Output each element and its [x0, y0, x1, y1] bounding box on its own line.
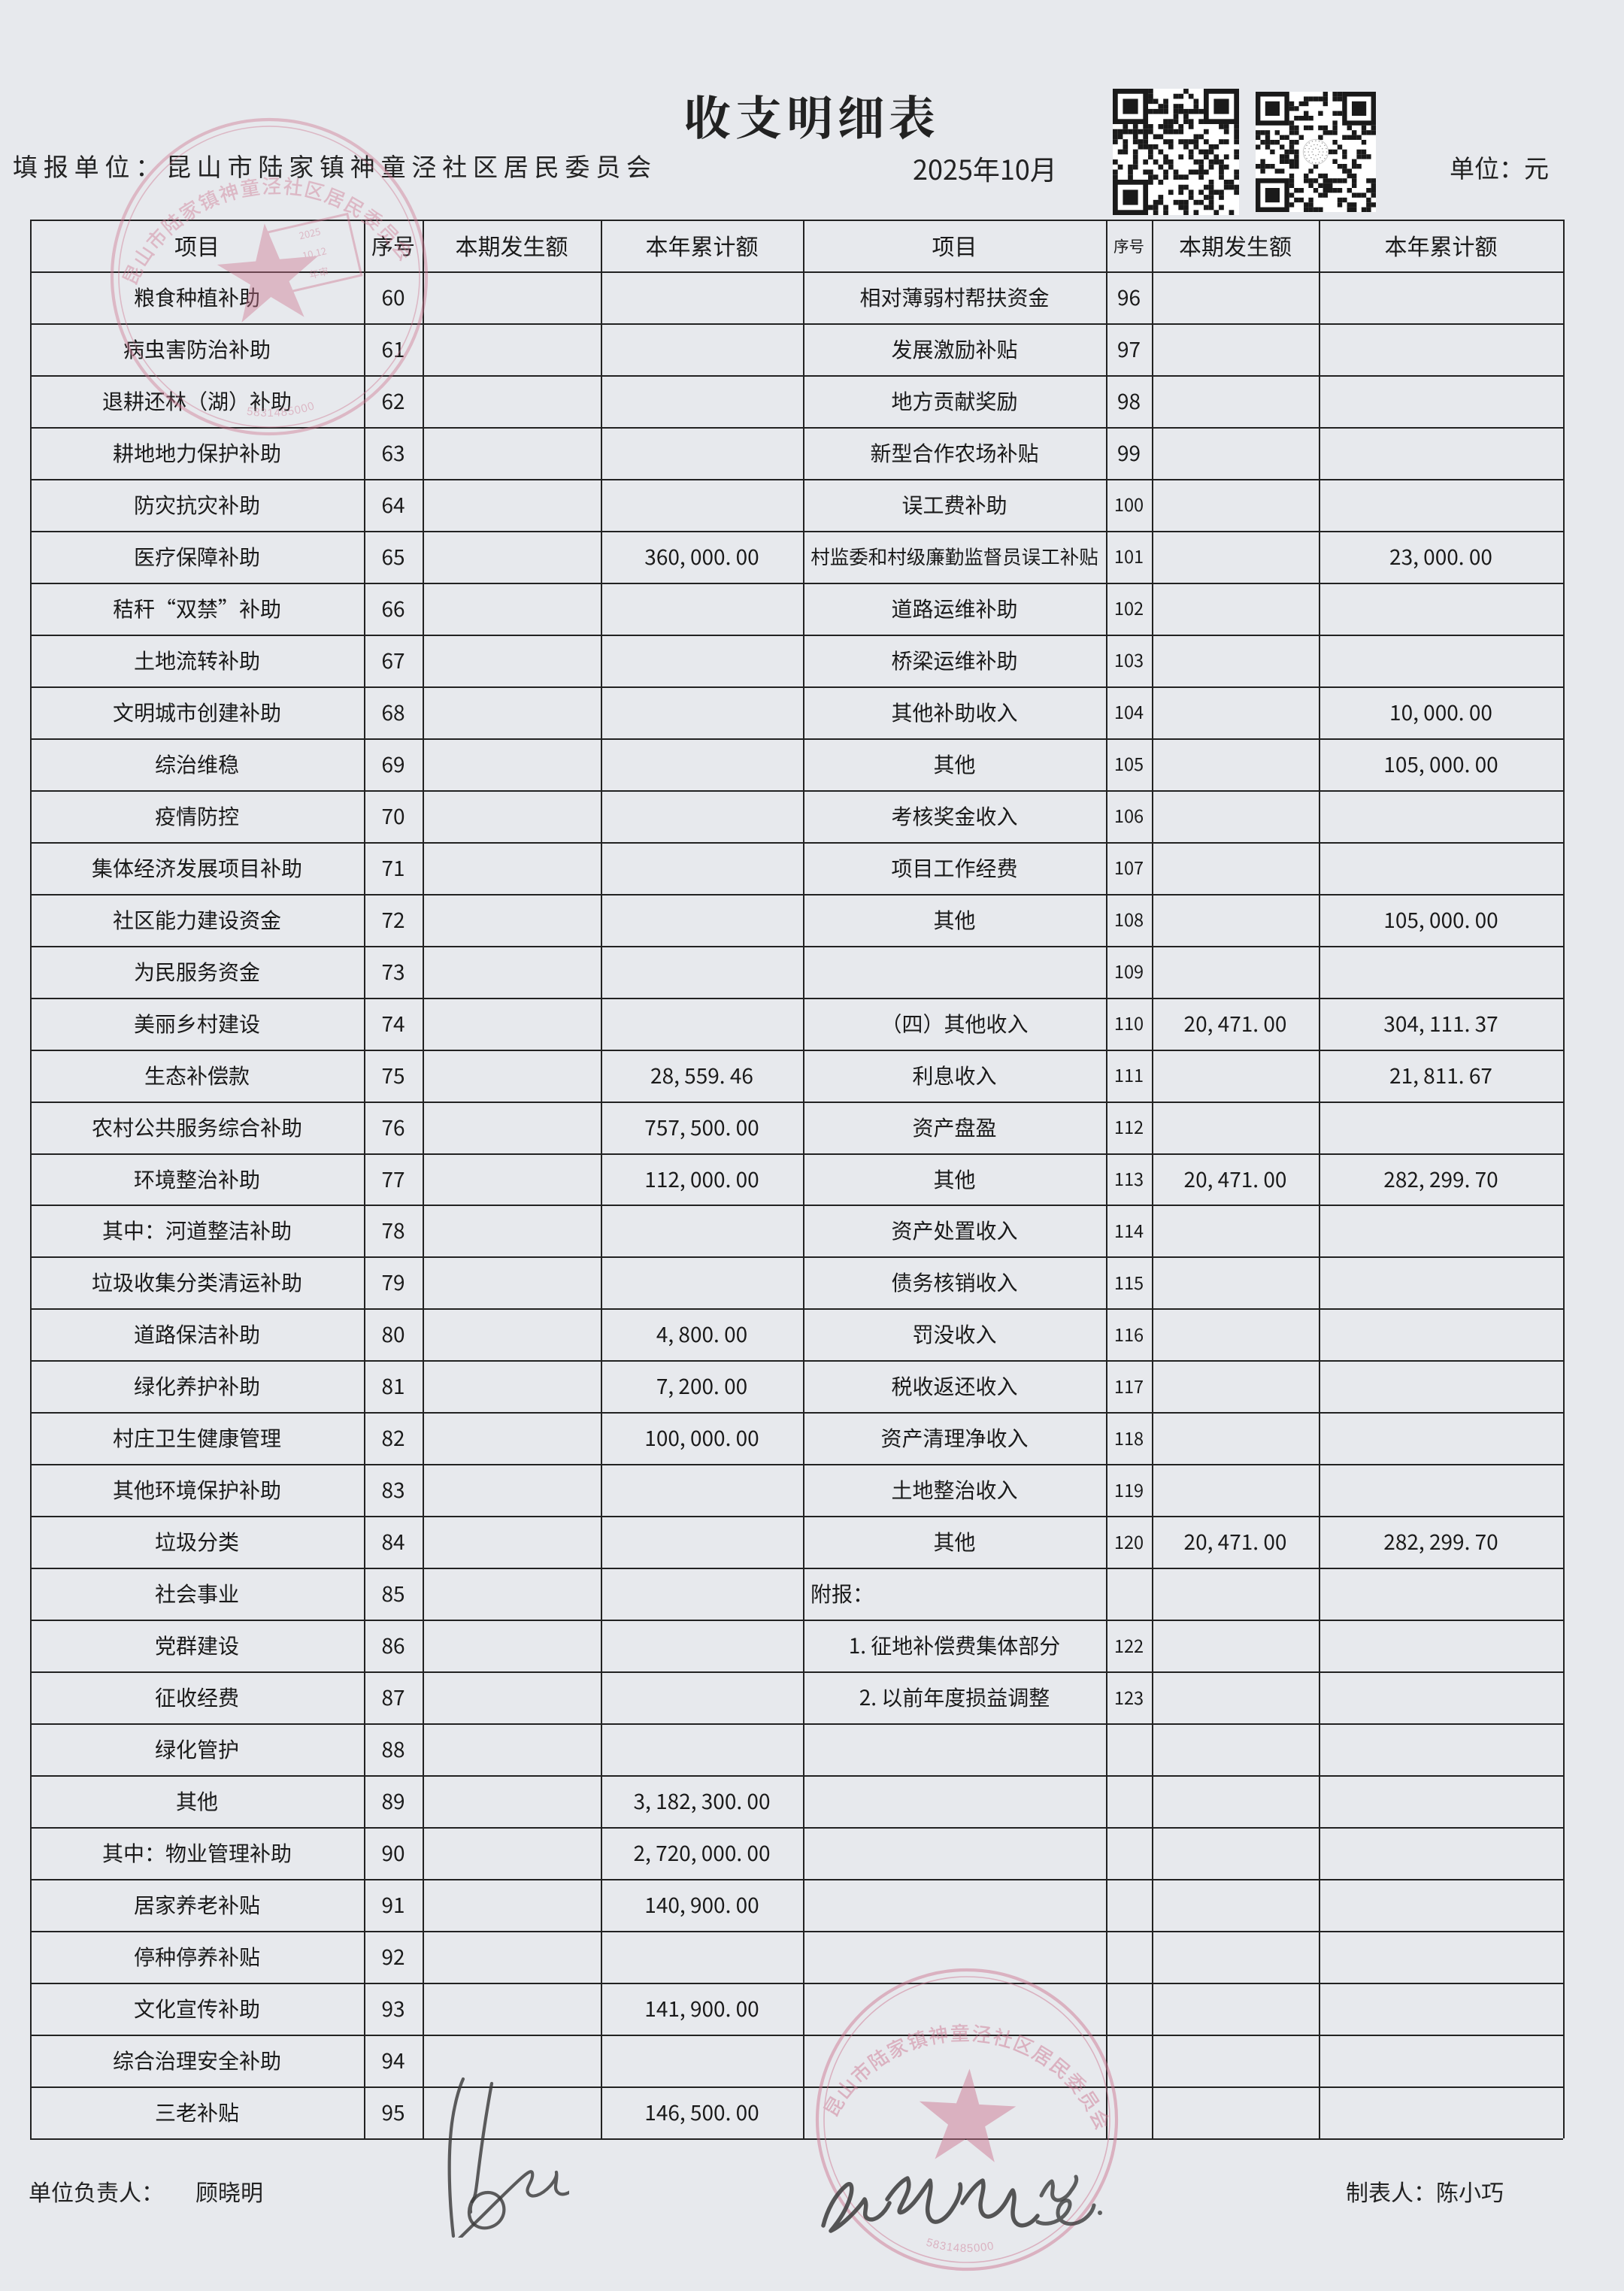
- svg-text:10.12: 10.12: [301, 243, 328, 262]
- svg-text:2025: 2025: [298, 223, 322, 242]
- svg-text:年审: 年审: [308, 263, 330, 281]
- svg-text:5831485000: 5831485000: [245, 399, 317, 423]
